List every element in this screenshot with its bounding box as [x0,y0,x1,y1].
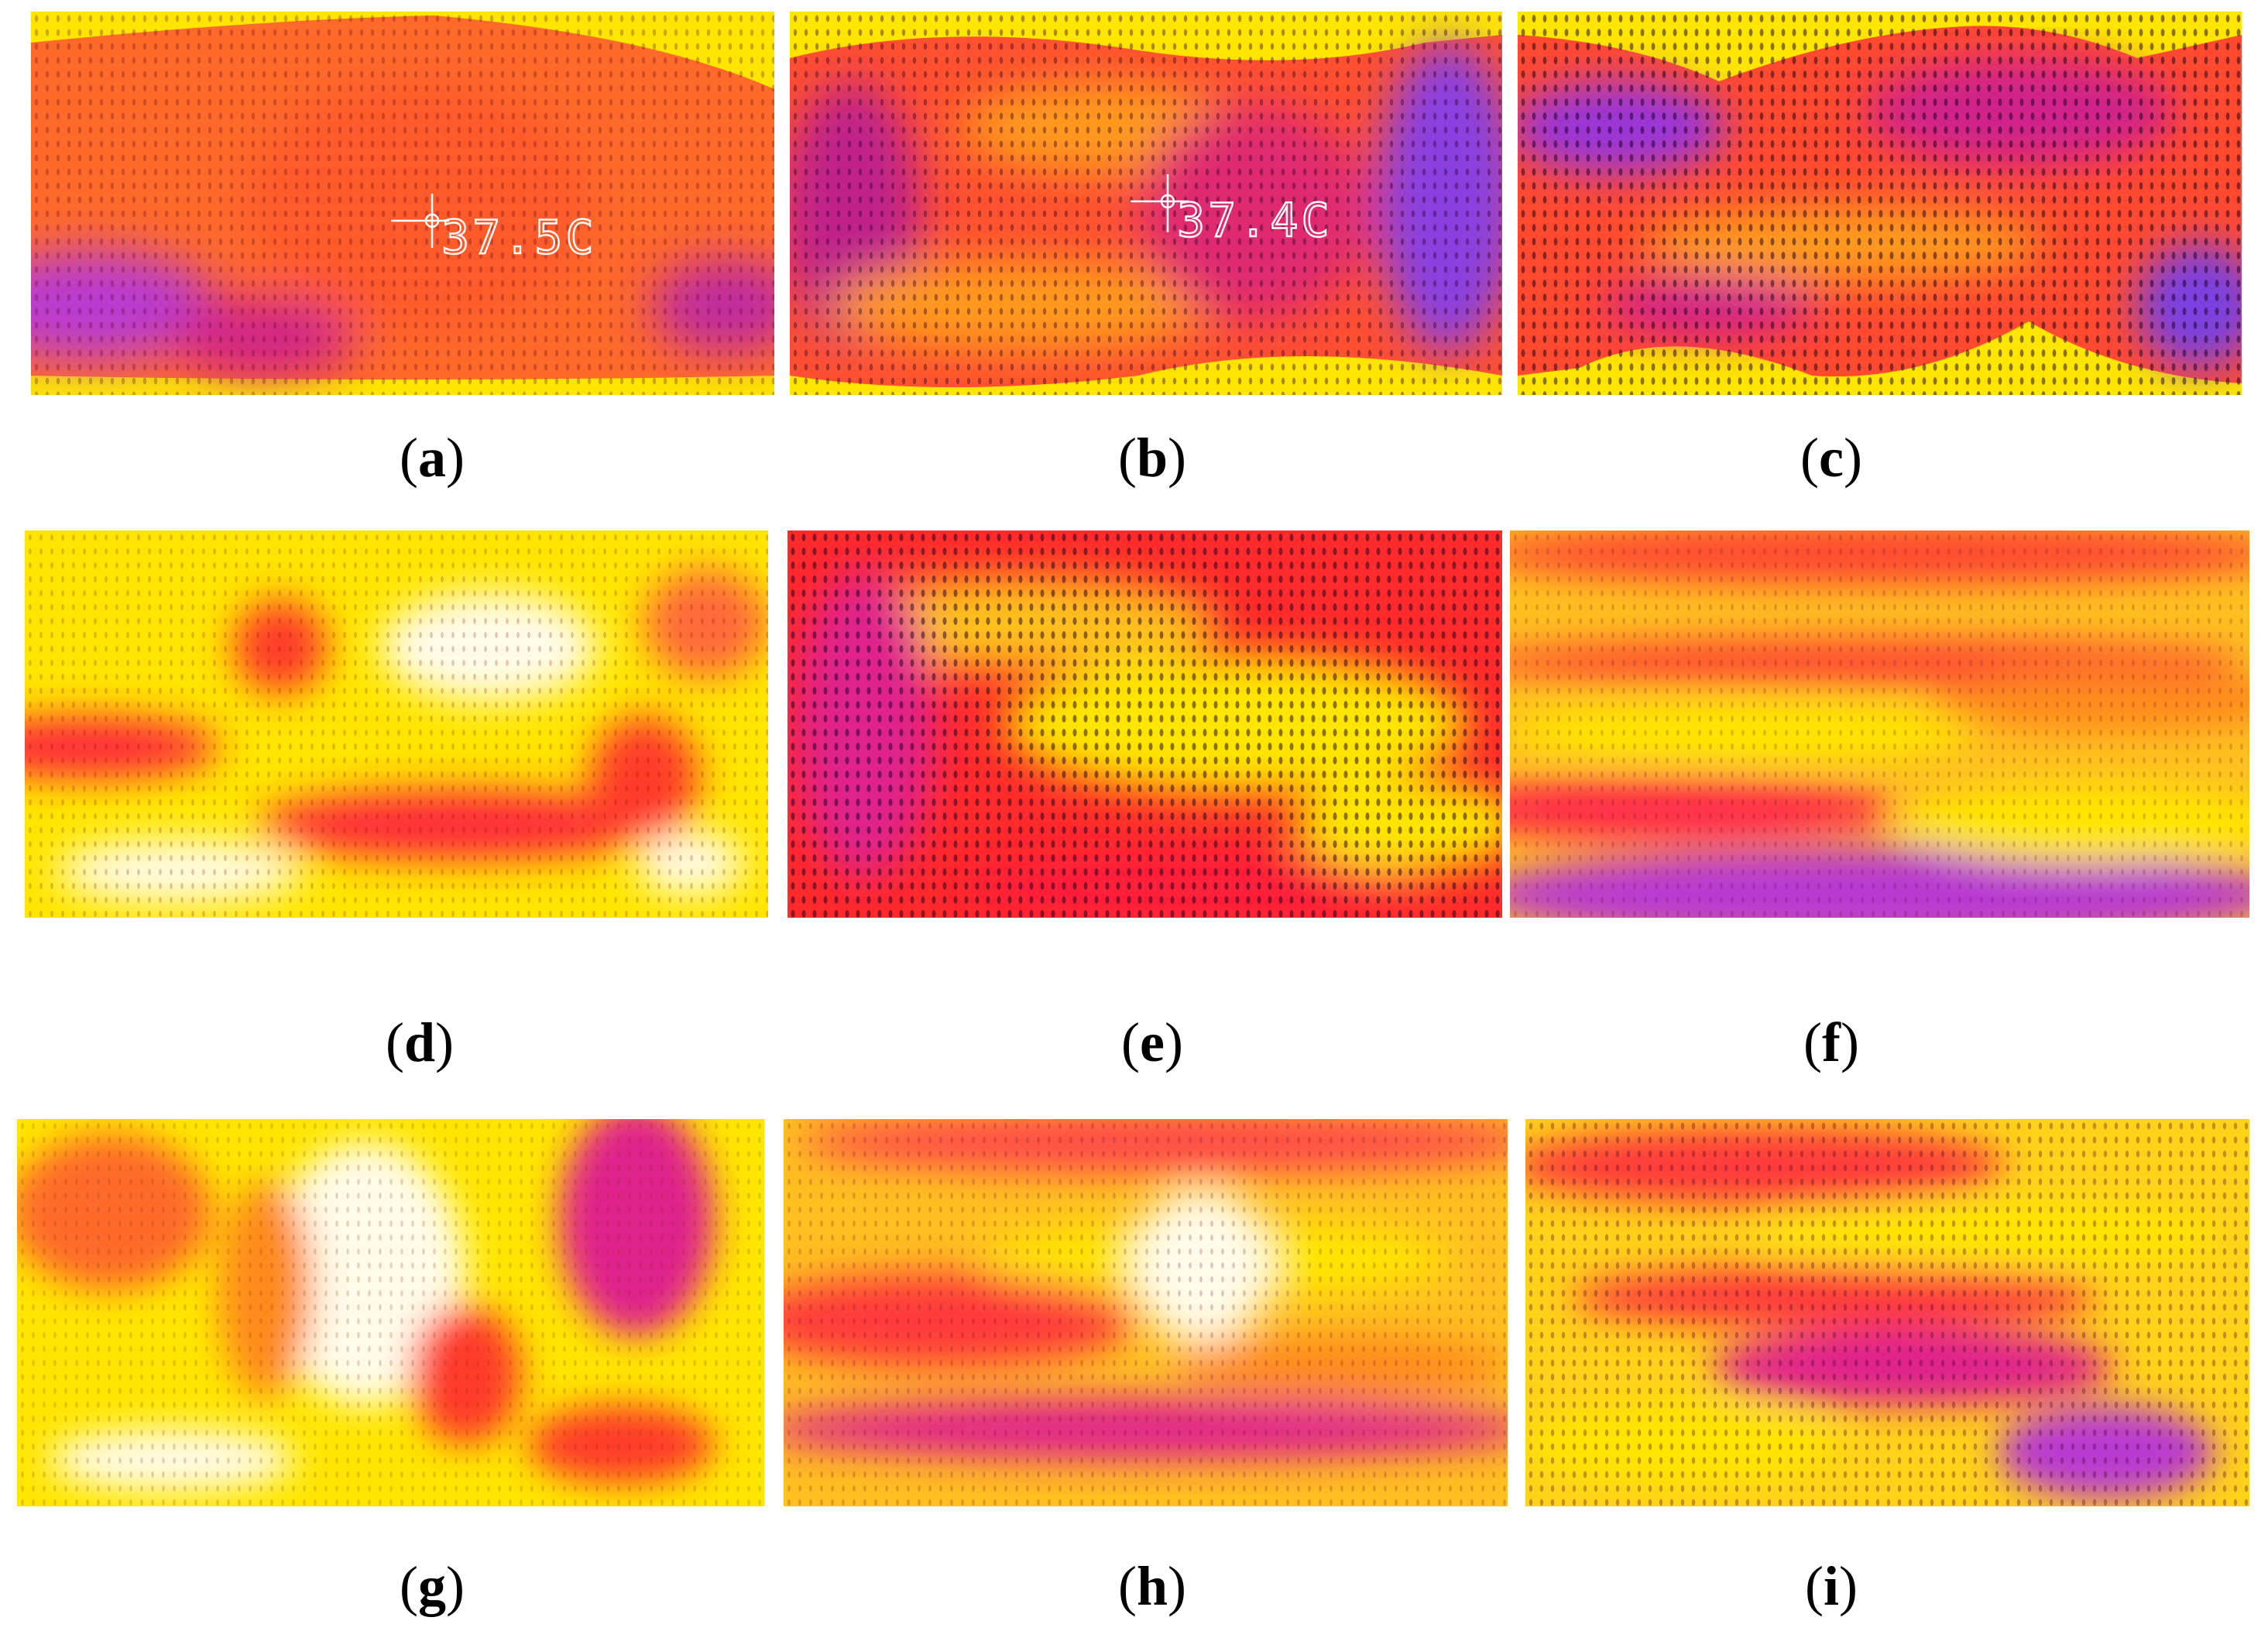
thermal-image-c [1518,12,2242,395]
thermal-image-g [17,1119,764,1506]
panel-caption-e: (e) [1121,1011,1183,1073]
thermal-image-i [1525,1119,2249,1506]
panel-caption-a: (a) [400,427,465,489]
panel-caption-d: (d) [385,1011,454,1073]
panel-caption-b: (b) [1117,427,1186,489]
panel-caption-i: (i) [1805,1555,1858,1617]
thermal-image-h [784,1119,1508,1506]
temperature-crosshair [1131,174,1189,232]
panel-caption-h: (h) [1117,1555,1186,1617]
temperature-readout-a: 37.5C [441,211,597,265]
thermal-image-d [25,531,768,918]
panel-caption-f: (f) [1803,1011,1859,1073]
thermal-image-e [787,531,1502,918]
thermal-image-f [1510,531,2249,918]
temperature-readout-b: 37.4C [1177,194,1333,248]
panel-caption-c: (c) [1800,427,1862,489]
thermal-image-b: 37.4C [790,12,1502,395]
panel-caption-g: (g) [400,1555,465,1617]
temperature-crosshair [391,194,449,248]
thermal-image-a: 37.5C [31,12,774,395]
